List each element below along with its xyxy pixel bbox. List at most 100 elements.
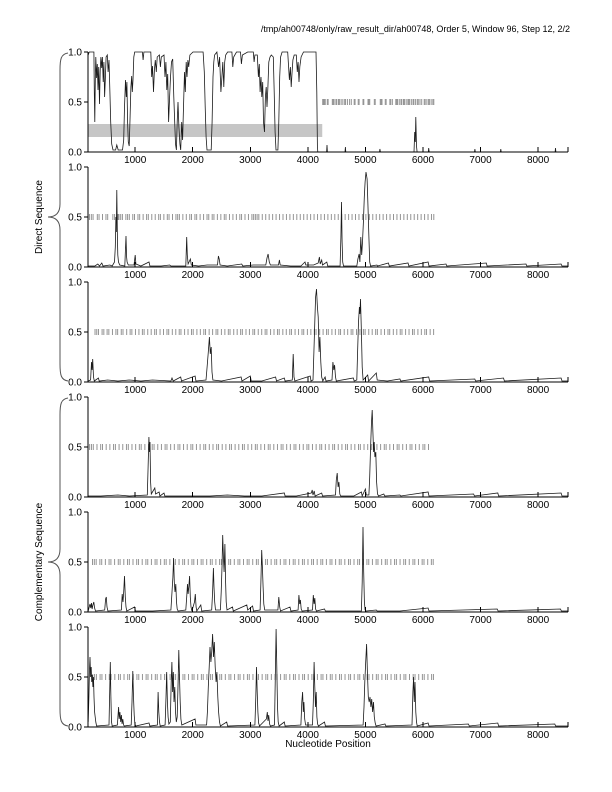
x-tick-label: 8000 [527, 615, 550, 626]
y-tick-label: 0.5 [68, 328, 82, 339]
x-tick-label: 6000 [412, 270, 435, 281]
x-tick-label: 2000 [182, 730, 205, 741]
tick-labels: 0.0 0.5 1.0 1000 2000 3000 4000 5000 6000 7000 800… [68, 623, 550, 742]
x-tick-label: 7000 [469, 155, 492, 166]
x-tick-label: 1000 [124, 500, 147, 511]
orf-markers [91, 559, 434, 565]
complementary-frame-2-panel: 0.0 0.5 1.0 1000 2000 3000 4000 5000 6000 7000 800… [68, 508, 569, 626]
tick-labels: 0.0 0.5 1.0 1000 2000 3000 4000 5000 6000 7000 800… [68, 163, 550, 282]
complementary-frame-3-panel: 0.0 0.5 1.0 1000 2000 3000 4000 5000 6000 7000 800… [68, 623, 569, 741]
axes [84, 166, 569, 268]
orf-markers [322, 99, 435, 105]
x-tick-label: 6000 [412, 500, 435, 511]
orf-markers [94, 329, 435, 335]
x-tick-label: 8000 [527, 730, 550, 741]
x-axis-title: Nucleotide Position [285, 739, 371, 750]
direct-group-brace [47, 52, 69, 382]
x-tick-label: 3000 [239, 155, 262, 166]
y-tick-label: 0.0 [68, 493, 82, 504]
y-tick-label: 0.5 [68, 98, 82, 109]
y-tick-label: 0.5 [68, 213, 82, 224]
y-tick-label: 0.0 [68, 723, 82, 734]
x-tick-label: 4000 [297, 730, 320, 741]
x-tick-label: 1000 [124, 270, 147, 281]
orf-markers [92, 674, 434, 680]
x-tick-label: 6000 [412, 385, 435, 396]
x-tick-label: 5000 [354, 155, 377, 166]
y-tick-label: 0.0 [68, 148, 82, 159]
x-tick-label: 4000 [297, 385, 320, 396]
x-tick-label: 5000 [354, 270, 377, 281]
x-tick-label: 1000 [124, 730, 147, 741]
y-tick-label: 0.5 [68, 443, 82, 454]
x-tick-label: 2000 [182, 270, 205, 281]
y-tick-label: 0.5 [68, 673, 82, 684]
complementary-group-brace [47, 397, 69, 727]
x-tick-label: 8000 [527, 155, 550, 166]
x-tick-label: 4000 [297, 615, 320, 626]
x-tick-label: 5000 [354, 385, 377, 396]
axes [84, 281, 569, 383]
x-tick-label: 7000 [469, 270, 492, 281]
x-tick-label: 8000 [527, 500, 550, 511]
x-tick-label: 7000 [469, 500, 492, 511]
axes [84, 626, 569, 728]
x-tick-label: 6000 [412, 155, 435, 166]
x-tick-label: 5000 [354, 730, 377, 741]
y-tick-label: 1.0 [68, 393, 82, 404]
complementary-frame-1-panel: 0.0 0.5 1.0 1000 2000 3000 4000 5000 6000 7000 800… [68, 393, 569, 511]
orf-markers [88, 214, 435, 220]
coding-potential-curve [88, 288, 568, 383]
x-tick-label: 1000 [124, 385, 147, 396]
x-tick-label: 5000 [354, 615, 377, 626]
x-tick-label: 6000 [412, 615, 435, 626]
x-tick-label: 8000 [527, 385, 550, 396]
y-tick-label: 1.0 [68, 48, 82, 59]
y-tick-label: 1.0 [68, 623, 82, 634]
x-tick-label: 2000 [182, 385, 205, 396]
coding-potential-curve [88, 409, 568, 498]
x-tick-label: 5000 [354, 500, 377, 511]
y-tick-label: 1.0 [68, 278, 82, 289]
x-tick-label: 2000 [182, 615, 205, 626]
x-tick-label: 3000 [239, 500, 262, 511]
y-tick-label: 1.0 [68, 163, 82, 174]
direct-frame-3-panel: 0.0 0.5 1.0 1000 2000 3000 4000 5000 6000 7000 800… [68, 278, 569, 396]
y-tick-label: 0.0 [68, 608, 82, 619]
axes [84, 511, 569, 613]
x-tick-label: 6000 [412, 730, 435, 741]
x-tick-label: 7000 [469, 730, 492, 741]
x-tick-label: 3000 [239, 385, 262, 396]
coding-potential-curve [88, 171, 568, 267]
x-tick-label: 1000 [124, 155, 147, 166]
complementary-sequence-label: Complementary Sequence [34, 502, 45, 622]
x-tick-label: 1000 [124, 615, 147, 626]
tick-labels: 0.0 0.5 1.0 1000 2000 3000 4000 5000 6000 7000 800… [68, 278, 550, 397]
x-tick-label: 2000 [182, 155, 205, 166]
orf-markers [89, 444, 429, 450]
direct-sequence-label: Direct Sequence [34, 180, 45, 254]
x-tick-label: 3000 [239, 730, 262, 741]
coding-potential-curve [87, 50, 568, 153]
axes [84, 51, 569, 153]
y-tick-label: 0.0 [68, 378, 82, 389]
coding-potential-curve [87, 526, 568, 613]
tick-labels: 0.0 0.5 1.0 1000 2000 3000 4000 5000 6000 7000 800… [68, 393, 550, 512]
direct-frame-2-panel: 0.0 0.5 1.0 1000 2000 3000 4000 5000 6000 7000 800… [68, 163, 569, 281]
x-tick-label: 7000 [469, 615, 492, 626]
x-tick-label: 4000 [297, 155, 320, 166]
x-tick-label: 7000 [469, 385, 492, 396]
x-tick-label: 3000 [239, 270, 262, 281]
y-tick-label: 0.5 [68, 558, 82, 569]
highlight-bar [88, 124, 323, 137]
tick-labels: 0.0 0.5 1.0 1000 2000 3000 4000 5000 6000 7000 800… [68, 48, 550, 167]
axes [84, 396, 569, 498]
y-tick-label: 1.0 [68, 508, 82, 519]
x-tick-label: 4000 [297, 500, 320, 511]
plot-title: /tmp/ah00748/only/raw_result_dir/ah00748… [260, 24, 570, 34]
x-tick-label: 2000 [182, 500, 205, 511]
tick-labels: 0.0 0.5 1.0 1000 2000 3000 4000 5000 6000 7000 800… [68, 508, 550, 627]
direct-frame-1-panel: 0.0 0.5 1.0 1000 2000 3000 4000 5000 6000 7000 800… [68, 48, 569, 166]
x-tick-label: 4000 [297, 270, 320, 281]
